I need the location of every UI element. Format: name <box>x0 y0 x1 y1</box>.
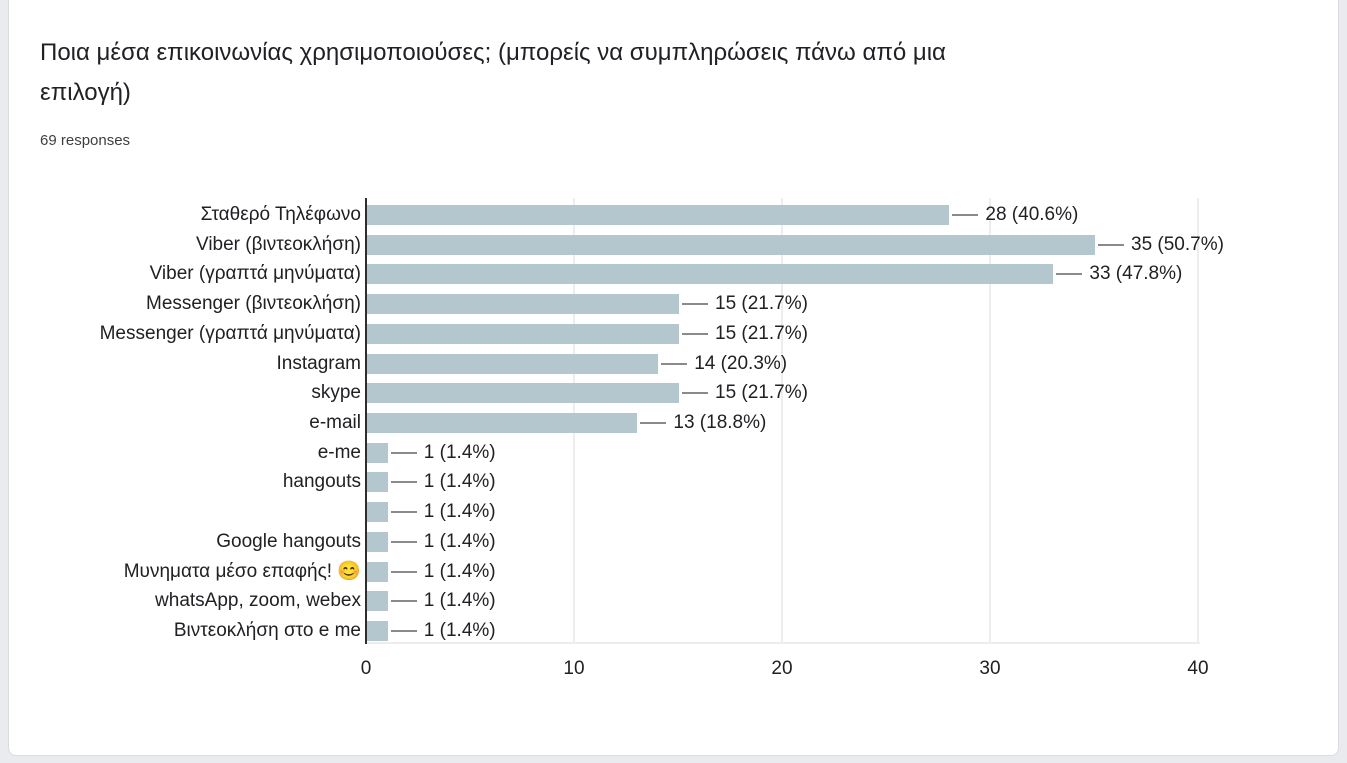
leader-line <box>640 421 667 424</box>
bar-row: skype 15 (21.7%) <box>9 378 1338 408</box>
y-axis-line <box>365 198 367 644</box>
bar <box>367 264 1054 285</box>
bar-row: Google hangouts 1 (1.4%) <box>9 527 1338 557</box>
leader-line <box>682 332 708 335</box>
value-label: 1 (1.4%) <box>423 471 496 493</box>
bar <box>367 234 1095 255</box>
plot-baseline <box>366 642 1200 644</box>
category-label: Google hangouts <box>216 530 361 552</box>
leader-line <box>1056 273 1083 276</box>
leader-line <box>390 629 417 632</box>
bar <box>367 561 388 582</box>
value-label: 15 (21.7%) <box>715 322 808 344</box>
bar <box>367 323 679 344</box>
leader-line <box>390 481 417 484</box>
leader-line <box>682 303 708 306</box>
value-label: 33 (47.8%) <box>1089 263 1183 285</box>
value-label: 1 (1.4%) <box>423 501 496 523</box>
x-tick-label: 40 <box>1187 658 1209 679</box>
bar-chart: 0 10 20 30 40 Σταθερό Τηλέφωνο 28 (40.6%) Viber… <box>9 0 1338 755</box>
bar-row: Μυνηματα μέσο επαφής! 😊 1 (1.4%) <box>9 557 1338 587</box>
category-label: Viber (βιντεοκλήση) <box>196 233 361 255</box>
bar-row: e-mail 13 (18.8%) <box>9 408 1338 438</box>
bar-row: Σταθερό Τηλέφωνο 28 (40.6%) <box>9 200 1338 230</box>
x-tick-label: 10 <box>563 658 585 679</box>
gridline <box>781 198 783 644</box>
responses-count: 69 responses <box>40 132 131 149</box>
value-label: 35 (50.7%) <box>1131 233 1224 255</box>
bar-row: Viber (γραπτά μηνύματα) 33 (47.8%) <box>9 260 1338 290</box>
leader-line <box>390 570 417 573</box>
gridline <box>1197 198 1199 644</box>
category-label: e-me <box>317 441 361 463</box>
category-label: Μυνηματα μέσο επαφής! 😊 <box>123 560 361 582</box>
category-label: Σταθερό Τηλέφωνο <box>200 203 361 225</box>
category-label: whatsApp, zoom, webex <box>155 590 361 612</box>
value-label: 15 (21.7%) <box>715 382 808 404</box>
category-label: Messenger (βιντεοκλήση) <box>146 293 361 315</box>
x-tick-label: 20 <box>771 658 793 679</box>
bar <box>367 620 388 641</box>
x-tick-label: 30 <box>979 658 1001 679</box>
leader-line <box>1098 243 1124 246</box>
bar-row: hangouts 1 (1.4%) <box>9 468 1338 498</box>
category-label: Βιντεοκλήση στο e me <box>173 619 361 641</box>
category-label: skype <box>311 382 361 404</box>
gridline <box>989 198 991 644</box>
leader-line <box>952 213 979 216</box>
bar-row: whatsApp, zoom, webex 1 (1.4%) <box>9 586 1338 616</box>
question-title-line2: επιλογή) <box>40 79 131 106</box>
leader-line <box>390 511 417 514</box>
bar-row: Instagram 14 (20.3%) <box>9 349 1338 379</box>
bar-row: Βιντεοκλήση στο e me 1 (1.4%) <box>9 616 1338 646</box>
bar <box>367 472 388 493</box>
leader-line <box>390 451 417 454</box>
value-label: 1 (1.4%) <box>423 441 496 463</box>
bar-row: e-me 1 (1.4%) <box>9 438 1338 468</box>
bar <box>367 204 950 225</box>
category-label: Messenger (γραπτά μηνύματα) <box>99 322 361 344</box>
value-label: 15 (21.7%) <box>715 293 808 315</box>
leader-line <box>390 600 417 603</box>
bar-row: Messenger (γραπτά μηνύματα) 15 (21.7%) <box>9 319 1338 349</box>
bar <box>367 531 388 552</box>
bar-row: Messenger (βιντεοκλήση) 15 (21.7%) <box>9 289 1338 319</box>
leader-line <box>661 362 688 365</box>
x-tick-label: 0 <box>360 658 372 679</box>
leader-line <box>390 540 417 543</box>
value-label: 1 (1.4%) <box>423 530 496 552</box>
bar-row: 1 (1.4%) <box>9 497 1338 527</box>
bar <box>367 442 388 463</box>
question-title: Ποια μέσα επικοινωνίας χρησιμοποιούσες; … <box>40 33 1140 113</box>
bar <box>367 353 659 374</box>
bar-row: Viber (βιντεοκλήση) 35 (50.7%) <box>9 230 1338 260</box>
value-label: 28 (40.6%) <box>985 203 1079 225</box>
bar <box>367 502 388 523</box>
response-chart-card: Ποια μέσα επικοινωνίας χρησιμοποιούσες; … <box>8 0 1339 756</box>
category-label: e-mail <box>309 411 361 433</box>
category-label: Instagram <box>276 352 361 374</box>
value-label: 14 (20.3%) <box>694 352 788 374</box>
bar <box>367 383 679 404</box>
value-label: 1 (1.4%) <box>423 590 496 612</box>
leader-line <box>682 392 708 395</box>
question-title-line1: Ποια μέσα επικοινωνίας χρησιμοποιούσες; … <box>40 39 946 66</box>
bar <box>367 591 388 612</box>
bar <box>367 294 679 315</box>
category-label: Viber (γραπτά μηνύματα) <box>149 263 361 285</box>
category-label: hangouts <box>282 471 361 493</box>
value-label: 1 (1.4%) <box>423 619 496 641</box>
value-label: 13 (18.8%) <box>673 411 767 433</box>
bar <box>367 412 638 433</box>
value-label: 1 (1.4%) <box>423 560 496 582</box>
